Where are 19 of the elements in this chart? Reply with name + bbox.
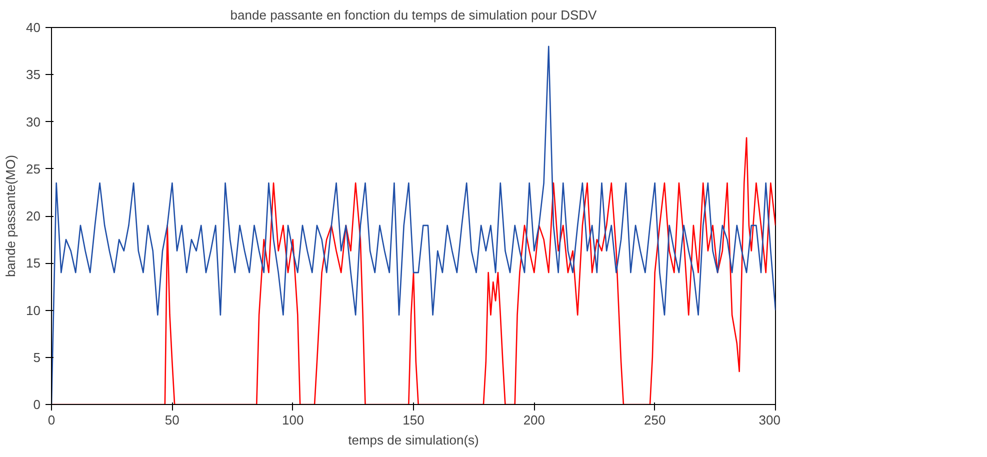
y-tick-label: 10 [26, 302, 41, 318]
y-tick-label: 35 [26, 67, 41, 82]
y-tick-label: 40 [26, 20, 41, 35]
y-tick-label: 20 [26, 208, 41, 224]
x-tick-label: 200 [523, 412, 546, 428]
x-axis-title: temps de simulation(s) [348, 432, 479, 448]
chart-title: bande passante en fonction du temps de simulation pour DSDV [230, 8, 598, 22]
y-tick-label: 5 [33, 350, 41, 365]
x-tick-label: 300 [758, 412, 781, 428]
y-tick-label: 25 [26, 161, 41, 176]
y-tick-label: 30 [26, 114, 41, 130]
x-tick-label: 50 [164, 412, 180, 428]
x-tick-label: 250 [644, 412, 666, 428]
x-tick-label: 150 [402, 412, 424, 428]
y-axis-title: bande passante(MO) [3, 154, 18, 278]
y-tick-label: 0 [33, 397, 41, 412]
y-tick-label: 15 [26, 256, 41, 271]
x-tick-label: 0 [48, 412, 56, 428]
x-tick-label: 100 [282, 412, 304, 428]
